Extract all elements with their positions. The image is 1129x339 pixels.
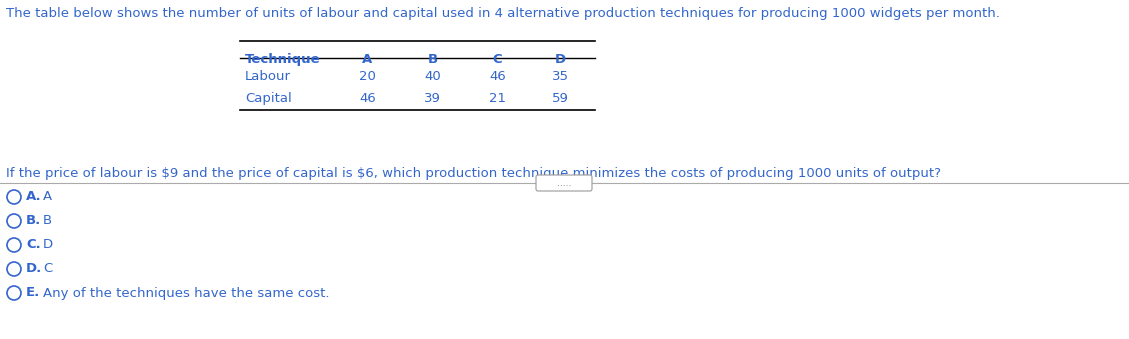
- Text: A: A: [43, 191, 52, 203]
- Text: D: D: [554, 53, 566, 66]
- Text: 20: 20: [359, 70, 376, 83]
- Text: Any of the techniques have the same cost.: Any of the techniques have the same cost…: [43, 286, 330, 299]
- Text: If the price of labour is \$9 and the price of capital is \$6, which production : If the price of labour is \$9 and the pr…: [6, 167, 940, 180]
- Text: C: C: [492, 53, 502, 66]
- Text: A.: A.: [26, 191, 42, 203]
- Text: D: D: [43, 239, 53, 252]
- Text: 40: 40: [425, 70, 441, 83]
- Text: 39: 39: [425, 92, 441, 105]
- Text: B: B: [428, 53, 438, 66]
- Text: D.: D.: [26, 262, 42, 276]
- Text: 35: 35: [551, 70, 569, 83]
- Text: 59: 59: [552, 92, 568, 105]
- Text: 46: 46: [489, 70, 506, 83]
- Text: E.: E.: [26, 286, 41, 299]
- Text: B: B: [43, 215, 52, 227]
- Text: Technique: Technique: [245, 53, 321, 66]
- Text: A: A: [362, 53, 373, 66]
- Text: C: C: [43, 262, 52, 276]
- Text: The table below shows the number of units of labour and capital used in 4 altern: The table below shows the number of unit…: [6, 7, 1000, 20]
- Text: Capital: Capital: [245, 92, 291, 105]
- Text: .....: .....: [557, 179, 571, 187]
- Text: 46: 46: [359, 92, 376, 105]
- Text: 21: 21: [489, 92, 506, 105]
- Text: Labour: Labour: [245, 70, 291, 83]
- Text: B.: B.: [26, 215, 42, 227]
- Text: C.: C.: [26, 239, 41, 252]
- FancyBboxPatch shape: [536, 175, 592, 191]
